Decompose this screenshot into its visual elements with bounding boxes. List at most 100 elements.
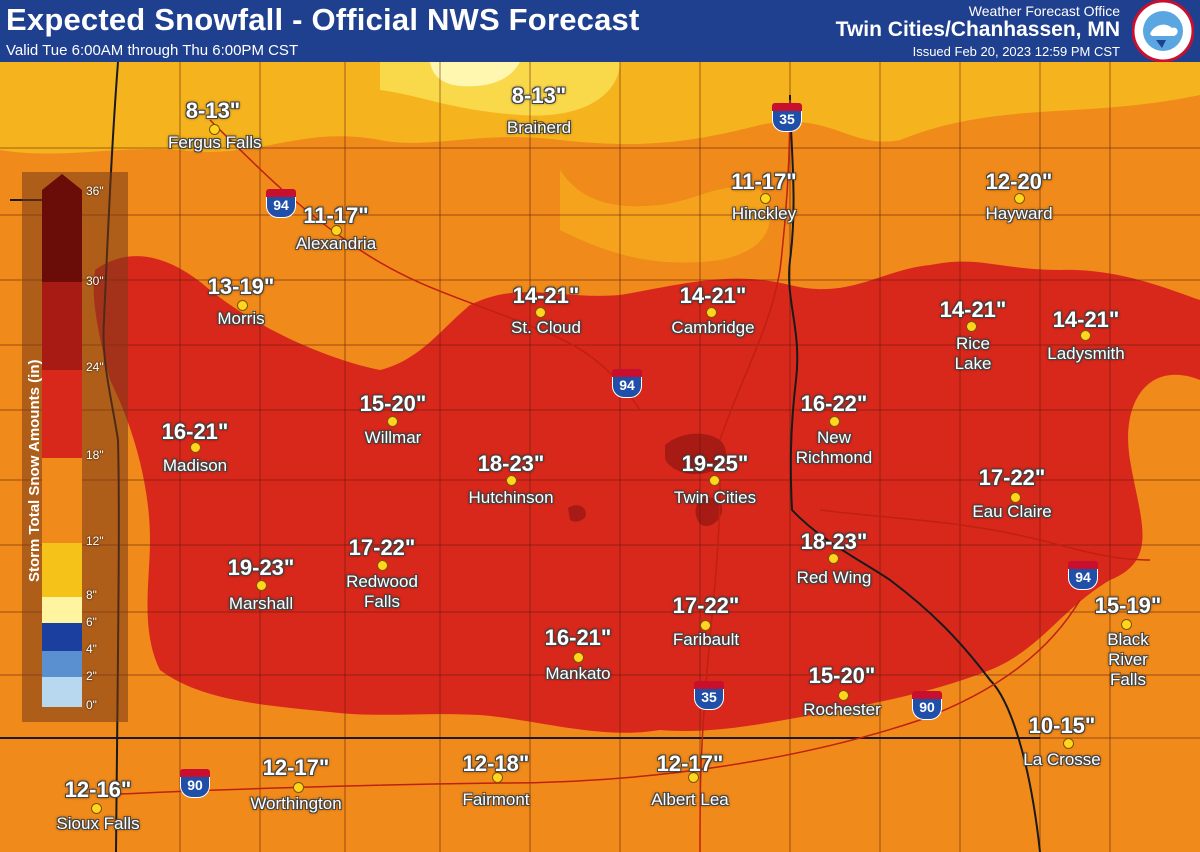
snow-amount: 10-15" bbox=[1028, 713, 1096, 738]
city-dot bbox=[535, 121, 546, 132]
city-label-hinckley: 11-17" Hinckley bbox=[719, 170, 809, 224]
city-name: Twin Cities bbox=[673, 488, 757, 507]
city-label-fergus-falls: 8-13" Fergus Falls bbox=[168, 98, 262, 153]
legend-title: Storm Total Snow Amounts (in) bbox=[26, 359, 43, 582]
city-dot bbox=[91, 803, 102, 814]
city-name: Madison bbox=[162, 456, 228, 475]
interstate-shield-icon: 94 bbox=[612, 368, 642, 400]
city-dot bbox=[966, 321, 977, 332]
city-label-rice-lake: 14-21" Rice Lake bbox=[928, 298, 1018, 374]
city-dot bbox=[828, 553, 839, 564]
city-name: Fairmont bbox=[462, 790, 530, 809]
city-label-willmar: 15-20" Willmar bbox=[348, 392, 438, 448]
city-dot bbox=[1010, 492, 1021, 503]
map-title: Expected Snowfall - Official NWS Forecas… bbox=[6, 2, 640, 37]
city-name: Redwood Falls bbox=[346, 572, 418, 611]
city-label-ladysmith: 14-21" Ladysmith bbox=[1036, 308, 1136, 364]
snow-amount: 14-21" bbox=[512, 283, 580, 308]
city-label-brainerd: 8-13" Brainerd bbox=[494, 84, 584, 138]
legend-tick: 6" bbox=[86, 615, 97, 629]
snow-amount: 14-21" bbox=[679, 283, 747, 308]
city-label-madison: 16-21" Madison bbox=[150, 420, 240, 476]
city-label-hutchinson: 18-23" Hutchinson bbox=[456, 452, 566, 508]
heaviest-snow-hutchinson bbox=[568, 505, 586, 522]
city-dot bbox=[190, 442, 201, 453]
city-name: Sioux Falls bbox=[56, 814, 140, 833]
interstate-shield-icon: 35 bbox=[694, 680, 724, 712]
city-dot bbox=[209, 124, 220, 135]
city-dot bbox=[760, 193, 771, 204]
legend-tick: 8" bbox=[86, 588, 97, 602]
city-label-red-wing: 18-23" Red Wing bbox=[784, 530, 884, 588]
city-name: Mankato bbox=[545, 664, 611, 683]
city-name: St. Cloud bbox=[511, 318, 581, 337]
city-dot bbox=[377, 560, 388, 571]
city-dot bbox=[237, 300, 248, 311]
city-name: Rice Lake bbox=[954, 334, 992, 373]
snow-amount: 16-22" bbox=[800, 391, 868, 416]
city-label-worthington: 12-17" Worthington bbox=[234, 756, 358, 814]
city-label-sioux-falls: 12-16" Sioux Falls bbox=[50, 778, 146, 834]
interstate-shield-icon: 90 bbox=[912, 690, 942, 722]
city-dot bbox=[331, 225, 342, 236]
city-dot bbox=[1063, 738, 1074, 749]
snow-amount: 12-18" bbox=[462, 751, 530, 776]
city-dot bbox=[688, 772, 699, 783]
city-label-hayward: 12-20" Hayward bbox=[974, 170, 1064, 224]
city-dot bbox=[506, 475, 517, 486]
city-label-black-river-falls: 15-19" Black River Falls bbox=[1090, 594, 1166, 690]
issued-time: Issued Feb 20, 2023 12:59 PM CST bbox=[912, 44, 1120, 59]
snow-amount: 17-22" bbox=[978, 465, 1046, 490]
snow-amount: 15-20" bbox=[808, 663, 876, 688]
lightest-snow-band-north bbox=[430, 62, 520, 87]
city-name: Willmar bbox=[364, 428, 422, 447]
snow-amount: 19-25" bbox=[681, 451, 749, 476]
city-name: New Richmond bbox=[795, 428, 873, 467]
legend-tick: 24" bbox=[86, 360, 104, 374]
city-label-st-cloud: 14-21" St. Cloud bbox=[496, 284, 596, 338]
snow-amount: 15-19" bbox=[1094, 593, 1162, 618]
city-label-redwood-falls: 17-22" Redwood Falls bbox=[334, 536, 430, 612]
legend-tick: 18" bbox=[86, 448, 104, 462]
office-label: Weather Forecast Office bbox=[968, 3, 1120, 19]
snow-amount: 17-22" bbox=[348, 535, 416, 560]
city-label-fairmont: 12-18" Fairmont bbox=[446, 752, 546, 810]
city-dot bbox=[706, 307, 717, 318]
nws-logo-icon bbox=[1132, 0, 1194, 62]
snow-amount: 17-22" bbox=[672, 593, 740, 618]
city-dot bbox=[293, 782, 304, 793]
legend-tick: 30" bbox=[86, 274, 104, 288]
snow-amount: 8-13" bbox=[185, 98, 241, 123]
city-dot bbox=[492, 772, 503, 783]
snow-amount: 12-17" bbox=[262, 755, 330, 780]
city-dot bbox=[1014, 193, 1025, 204]
snow-amount: 14-21" bbox=[939, 297, 1007, 322]
legend-tick: 2" bbox=[86, 669, 97, 683]
city-label-alexandria: 11-17" Alexandria bbox=[286, 204, 386, 254]
city-dot bbox=[573, 652, 584, 663]
city-name: Faribault bbox=[672, 630, 740, 649]
snow-amount: 18-23" bbox=[800, 529, 868, 554]
snow-amount: 14-21" bbox=[1052, 307, 1120, 332]
city-label-new-richmond: 16-22" New Richmond bbox=[786, 392, 882, 468]
city-label-cambridge: 14-21" Cambridge bbox=[661, 284, 765, 338]
city-name: Hinckley bbox=[731, 204, 797, 223]
snow-amount: 13-19" bbox=[207, 274, 275, 299]
snow-amount: 12-17" bbox=[656, 751, 724, 776]
city-label-twin-cities: 19-25" Twin Cities bbox=[660, 452, 770, 508]
city-dot bbox=[700, 620, 711, 631]
snow-amount: 16-21" bbox=[544, 625, 612, 650]
city-name: Cambridge bbox=[671, 318, 755, 337]
snow-amount: 11-17" bbox=[731, 169, 797, 194]
city-dot bbox=[535, 307, 546, 318]
city-label-albert-lea: 12-17" Albert Lea bbox=[640, 752, 740, 810]
city-name: Albert Lea bbox=[651, 790, 729, 809]
office-name: Twin Cities/Chanhassen, MN bbox=[835, 18, 1120, 41]
heaviest-snow-twin-cities bbox=[665, 433, 727, 475]
snow-amount: 19-23" bbox=[227, 555, 295, 580]
heavy-snow-band bbox=[93, 256, 1200, 733]
legend: Storm Total Snow Amounts (in) 36" 30" 24… bbox=[22, 172, 128, 722]
snow-amount: 18-23" bbox=[477, 451, 545, 476]
city-dot bbox=[838, 690, 849, 701]
